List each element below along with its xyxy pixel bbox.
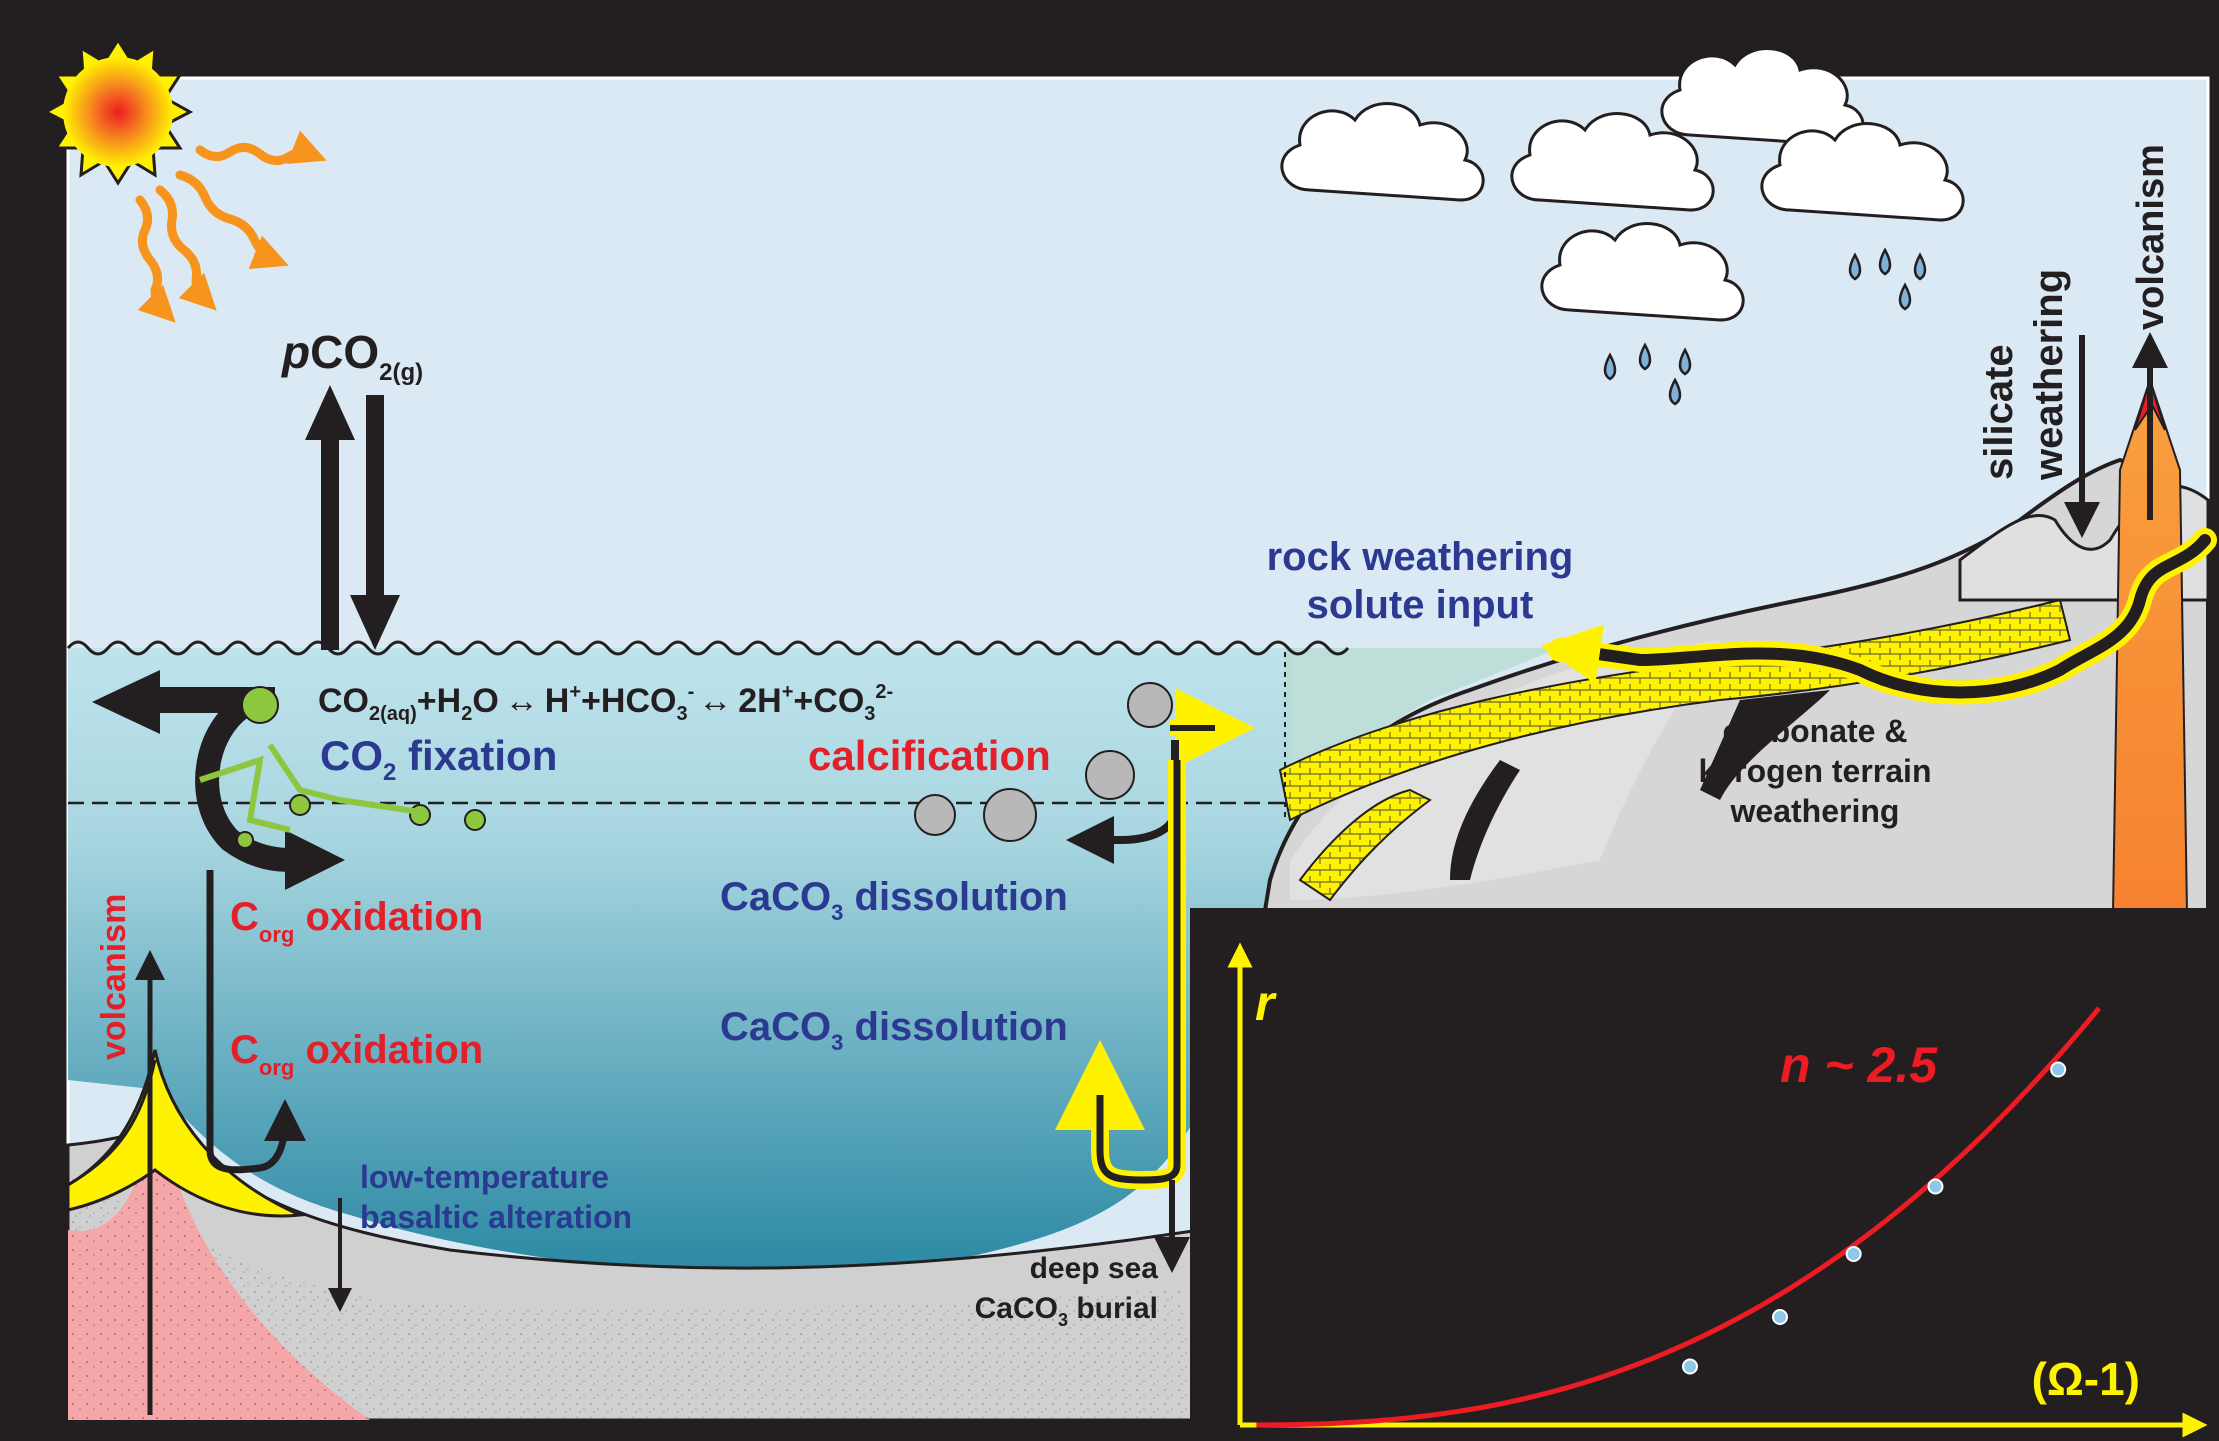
caco3-dissolution-label-1: CaCO3 dissolution (720, 875, 1068, 925)
calcification-label: calcification (808, 732, 1051, 779)
rock-weathering-label-1: rock weathering (1267, 535, 1574, 579)
data-point (1682, 1358, 1698, 1375)
corg-oxidation-label-1: Corg oxidation (230, 895, 483, 947)
inset-y-label: r (1255, 975, 1277, 1031)
silicate-label-2: weathering (2027, 269, 2071, 481)
data-point (1927, 1178, 1944, 1195)
cloud-icon (1280, 47, 1965, 322)
coccolith-icon (914, 682, 1173, 842)
fit-curve (1256, 1006, 2102, 1428)
silicate-label-1: silicate (1977, 344, 2021, 480)
low-temp-label-2: basaltic alteration (360, 1199, 632, 1235)
carbonate-label-3: weathering (1730, 793, 1900, 829)
corg-oxidation-label-2: Corg oxidation (230, 1028, 483, 1080)
raindrop-icon (1603, 247, 1927, 406)
sunlight-arrows (135, 130, 327, 323)
carbonate-strata (1278, 598, 2072, 822)
low-temp-label-1: low-temperature (360, 1159, 609, 1195)
pco2-label: pCO2(g) (280, 326, 423, 386)
rock-weathering-label-2: solute input (1307, 583, 1534, 627)
land-volcanism-label: volcanism (2130, 144, 2172, 330)
plankton-icon (199, 686, 486, 849)
sea-surface (66, 640, 1350, 656)
data-point (1845, 1246, 1862, 1262)
rate-chart-inset: r (Ω-1) n ~ 2.5 (1190, 908, 2219, 1441)
inset-x-label: (Ω-1) (2032, 1353, 2140, 1405)
deep-sea-label-1: deep sea (1030, 1252, 1159, 1285)
sea-volcanism-label: volcanism (95, 894, 133, 1060)
data-point (2050, 1061, 2067, 1078)
svg-text:CO2(aq)+H2O↔H++HCO3-↔2H++CO32-: CO2(aq)+H2O ↔ H++HCO3- ↔ 2H++CO32- (318, 681, 893, 725)
co2-fixation-label: CO2 fixation (320, 732, 557, 786)
air-sea-exchange-arrows (305, 385, 400, 650)
seafloor-volcano (66, 1049, 306, 1218)
deep-sea-label-2: CaCO3 burial (975, 1292, 1158, 1330)
caco3-dissolution-label-2: CaCO3 dissolution (720, 1005, 1068, 1055)
carbonate-label-2: kerogen terrain (1699, 753, 1932, 789)
eq-co2: CO (318, 682, 369, 720)
corg-oxidation-arrow (206, 870, 306, 1174)
calcification-arrows (1055, 688, 1255, 1273)
data-point (1772, 1309, 1788, 1325)
carbonate-label-1: carbonate & (1723, 713, 1908, 749)
inset-fit-label: n ~ 2.5 (1780, 1037, 1938, 1093)
sun-icon (42, 37, 194, 186)
